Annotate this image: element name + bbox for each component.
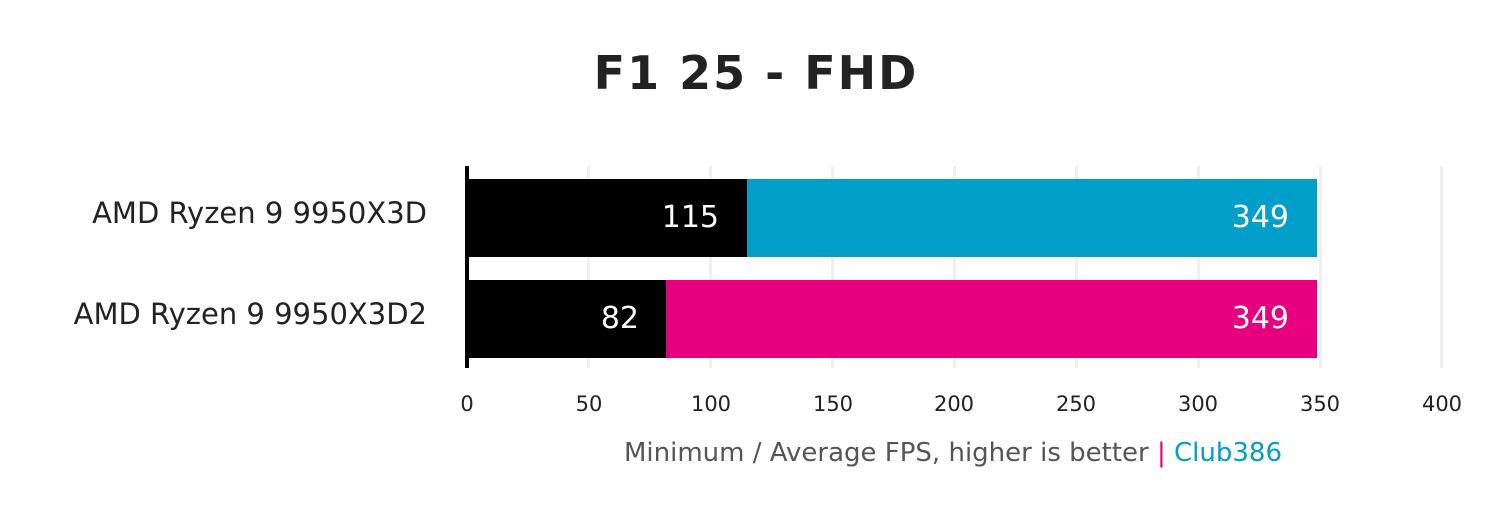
y-axis-line xyxy=(465,166,469,368)
caption-text: Minimum / Average FPS, higher is better xyxy=(623,438,1149,468)
gridline xyxy=(709,166,712,368)
min-bar xyxy=(467,280,666,358)
x-tick: 250 xyxy=(1055,392,1097,416)
gridline xyxy=(1075,166,1078,368)
x-axis-caption: Minimum / Average FPS, higher is better … xyxy=(0,438,1512,468)
min-value: 82 xyxy=(600,301,639,336)
x-tick: 200 xyxy=(933,392,975,416)
x-tick: 350 xyxy=(1299,392,1341,416)
category-label: AMD Ryzen 9 9950X3D xyxy=(92,196,427,230)
brand-label: Club386 xyxy=(1174,438,1283,468)
gridline xyxy=(1197,166,1200,368)
plot-area: 349 115 349 82 xyxy=(465,166,1443,368)
x-tick: 400 xyxy=(1421,392,1463,416)
avg-value: 349 xyxy=(1231,200,1289,235)
x-tick: 150 xyxy=(812,392,854,416)
gridline xyxy=(953,166,956,368)
x-tick: 50 xyxy=(575,392,603,416)
x-tick: 100 xyxy=(690,392,732,416)
avg-value: 349 xyxy=(1231,301,1289,336)
min-bar xyxy=(467,179,747,257)
gridline xyxy=(831,166,834,368)
x-tick: 0 xyxy=(460,392,474,416)
category-label: AMD Ryzen 9 9950X3D2 xyxy=(73,297,427,331)
chart-title: F1 25 - FHD xyxy=(593,46,919,100)
gridline xyxy=(587,166,590,368)
x-tick: 300 xyxy=(1177,392,1219,416)
gridline xyxy=(1319,166,1322,368)
min-value: 115 xyxy=(661,200,719,235)
caption-separator: | xyxy=(1156,438,1166,468)
gridline xyxy=(1440,166,1443,368)
